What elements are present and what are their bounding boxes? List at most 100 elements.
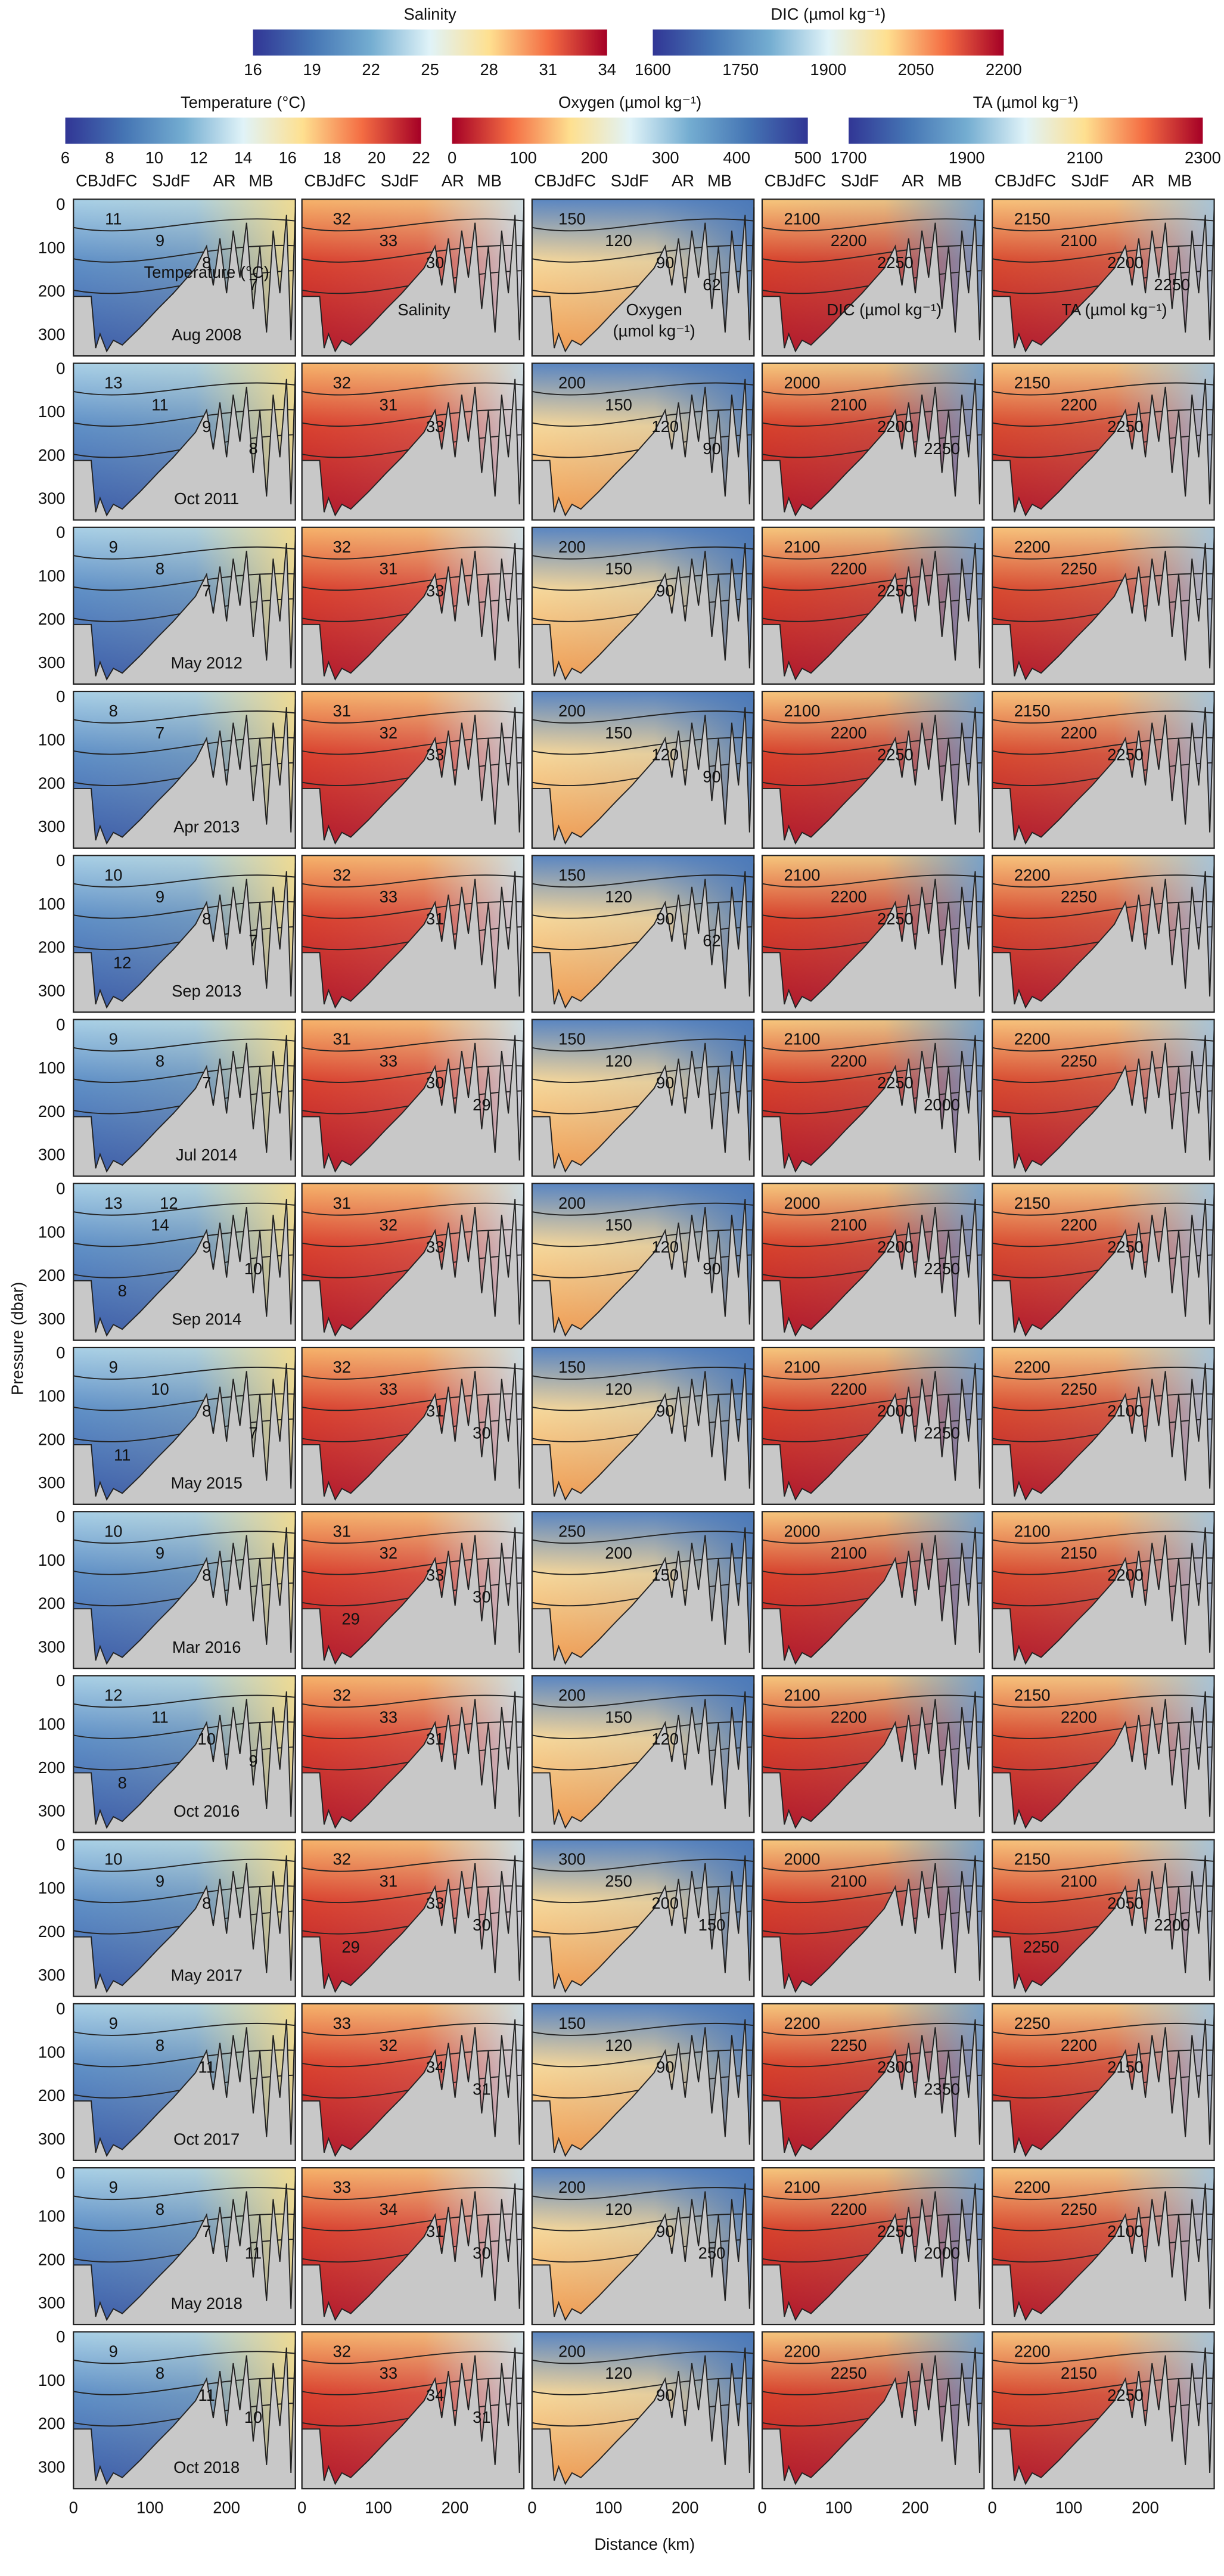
panel-frame: [531, 1183, 755, 1341]
contour-line: [302, 2377, 524, 2395]
contour-label: 12: [160, 1194, 178, 1212]
contour-line: [992, 573, 1214, 591]
contour-line: [73, 2187, 296, 2201]
contour-label: 33: [426, 1566, 444, 1584]
panel-title: DIC (µmol kg⁻¹): [827, 300, 942, 319]
contour-label: 33: [380, 1051, 397, 1070]
contour-label: 30: [473, 1588, 490, 1606]
contour-label: 2200: [1014, 2342, 1051, 2360]
contour-line: [992, 2022, 1214, 2036]
bathymetry: [531, 1683, 755, 1833]
y-tick-label: 0: [56, 1015, 65, 1033]
panel-frame: [301, 1839, 525, 1997]
contour-label: 29: [473, 1095, 490, 1114]
contour-line: [73, 737, 296, 755]
panel-frame: [992, 526, 1215, 685]
contour-label: 120: [651, 1237, 679, 1256]
bathymetry: [73, 1191, 296, 1341]
contour-label: 90: [656, 910, 674, 928]
contour-line: [532, 218, 754, 232]
contour-label: 2050: [1107, 1894, 1144, 1912]
contour-label: 2150: [1061, 1544, 1097, 1562]
contour-label: 2250: [924, 439, 960, 458]
contour-label: 2100: [784, 2178, 821, 2196]
column-header: SJdF: [611, 171, 649, 190]
panel-frame: [531, 2167, 755, 2326]
contour-label: 32: [380, 724, 397, 742]
panel-frame: [761, 526, 985, 685]
y-tick-label: 100: [38, 895, 66, 913]
panel-frame: [531, 855, 755, 1013]
contour-line: [762, 737, 984, 755]
bathymetry: [992, 863, 1215, 1013]
x-tick-label: 0: [297, 2498, 306, 2516]
contour-label: 250: [698, 2244, 726, 2262]
contour-line: [992, 2377, 1214, 2395]
contour-line: [302, 2351, 524, 2364]
contour-line: [762, 901, 984, 919]
y-tick-label: 300: [38, 2457, 66, 2476]
bathymetry: [761, 1847, 985, 1997]
y-tick-label: 200: [38, 1266, 66, 1284]
bathymetry: [531, 699, 755, 849]
colorbar: [653, 29, 1004, 56]
contour-label: 2100: [831, 395, 867, 414]
contour-label: 2150: [1014, 374, 1051, 392]
contour-line: [73, 874, 296, 888]
panel-frame: [73, 1839, 296, 1997]
panel-frame: [531, 1346, 755, 1505]
contour-line: [73, 218, 296, 232]
y-tick-label: 300: [38, 1637, 66, 1656]
column-header: JdFC: [787, 171, 826, 190]
row-label: May 2018: [171, 2294, 243, 2313]
y-tick-label: 200: [38, 1758, 66, 1777]
contour-line: [532, 1202, 754, 1216]
contour-label: 2100: [831, 1872, 867, 1891]
y-tick-label: 200: [38, 1102, 66, 1121]
contour-label: 200: [558, 1194, 586, 1212]
contour-label: 7: [202, 581, 211, 600]
contour-label: 2200: [1061, 1216, 1097, 1234]
y-tick-label: 300: [38, 1146, 66, 1164]
row-label: Apr 2013: [173, 818, 240, 836]
contour-label: 120: [605, 2200, 632, 2218]
contour-line: [992, 1858, 1214, 1872]
contour-label: 2200: [1014, 1358, 1051, 1376]
contour-line: [73, 382, 296, 396]
colorbar-tick-label: 100: [510, 148, 537, 167]
contour-label: 150: [558, 1358, 586, 1376]
contour-label: 34: [426, 2058, 444, 2077]
column-header: CB: [995, 171, 1017, 190]
bathymetry: [761, 699, 985, 849]
contour-label: 250: [605, 1872, 632, 1891]
contour-line: [762, 1694, 984, 1708]
x-tick-label: 200: [442, 2498, 469, 2516]
contour-label: 200: [558, 2342, 586, 2360]
colorbar-tick-label: 6: [61, 148, 70, 167]
contour-label: 11: [151, 1708, 168, 1726]
colorbar-tick-label: 25: [421, 60, 439, 79]
contour-label: 2100: [784, 702, 821, 720]
contour-line: [762, 546, 984, 560]
panel-title: Temperature (°C): [144, 263, 269, 281]
contour-label: 33: [333, 2178, 350, 2196]
colorbar-tick-label: 16: [244, 60, 262, 79]
contour-label: 10: [104, 865, 122, 884]
contour-line: [532, 546, 754, 560]
y-tick-label: 100: [38, 1387, 66, 1405]
panel-frame: [531, 2331, 755, 2490]
contour-label: 31: [333, 1030, 350, 1048]
bathymetry: [531, 1191, 755, 1341]
column-header: CB: [76, 171, 98, 190]
contour-label: 9: [109, 2014, 118, 2032]
bathymetry: [992, 2339, 1215, 2490]
panel-frame: [73, 1511, 296, 1669]
contour-line: [73, 2049, 296, 2068]
colorbar-tick-label: 20: [368, 148, 386, 167]
contour-line: [992, 218, 1214, 232]
colorbar-tick-label: 300: [652, 148, 679, 167]
contour-label: 120: [651, 1730, 679, 1748]
row-label: Sep 2014: [172, 1309, 241, 1328]
contour-label: 9: [156, 1544, 164, 1562]
